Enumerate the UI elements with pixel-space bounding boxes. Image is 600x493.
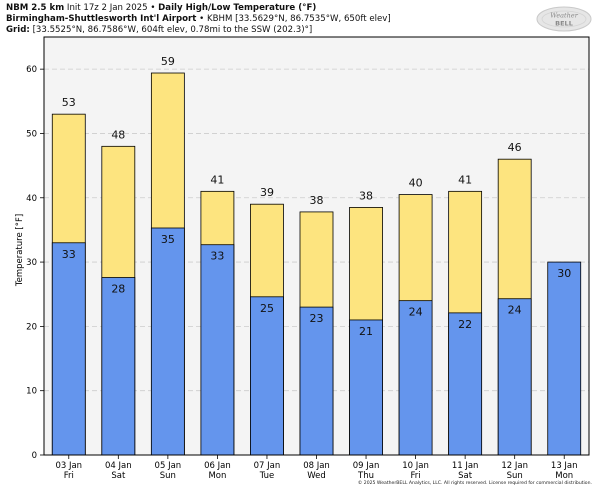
x-tick-day: Sun: [160, 471, 176, 481]
low-temp-bar: [101, 277, 136, 456]
grid-label: Grid:: [6, 25, 30, 35]
x-tick-date: 09 Jan: [353, 461, 380, 471]
low-temp-bar: [497, 298, 532, 456]
low-temp-label: 22: [458, 318, 472, 331]
x-tick-day: Fri: [411, 471, 421, 481]
low-temp-bar: [299, 306, 334, 456]
x-tick-date: 08 Jan: [303, 461, 330, 471]
x-tick-day: Tue: [259, 471, 275, 481]
high-temp-label: 40: [409, 177, 423, 190]
product-title: Daily High/Low Temperature (°F): [158, 3, 317, 13]
high-temp-label: 48: [111, 128, 125, 141]
station-name: Birmingham-Shuttlesworth Int'l Airport: [6, 14, 197, 24]
low-temp-label: 23: [310, 312, 324, 325]
logo-text-top: Weather: [550, 12, 579, 20]
low-temp-bar: [448, 312, 483, 456]
data-labels: 53 33 48 28 59 35 41 33 39 25 38 23 38 21 40 24 41 22 46 24…: [62, 55, 571, 338]
x-tick-date: 05 Jan: [155, 461, 182, 471]
y-tick-label: 50: [26, 129, 37, 139]
x-tick-day: Fri: [64, 471, 74, 481]
weatherbell-logo: Weather BELL: [536, 6, 592, 32]
y-axis-label: Temperature [°F]: [15, 214, 25, 287]
high-temp-label: 38: [359, 189, 373, 202]
station-info: KBHM [33.5629°N, 86.7535°W, 650ft elev]: [206, 14, 391, 24]
low-temp-bar: [398, 300, 433, 456]
chart-header-line1: NBM 2.5 km Init 17z 2 Jan 2025 • Daily H…: [6, 3, 316, 14]
x-tick-date: 04 Jan: [105, 461, 132, 471]
chart-header-line2: Birmingham-Shuttlesworth Int'l Airport •…: [6, 14, 391, 25]
x-tick-date: 03 Jan: [55, 461, 82, 471]
high-temp-label: 38: [310, 194, 324, 207]
high-temp-label: 53: [62, 96, 76, 109]
plot-frame: [43, 36, 590, 456]
low-temp-bar: [547, 261, 582, 456]
x-tick-date: 10 Jan: [402, 461, 429, 471]
low-temp-label: 25: [260, 302, 274, 315]
header-separator: •: [199, 14, 205, 24]
low-temp-label: 24: [508, 304, 522, 317]
y-tick-label: 40: [26, 194, 37, 204]
logo-text-bottom: BELL: [555, 20, 573, 28]
high-temp-label: 46: [508, 141, 522, 154]
x-tick-date: 11 Jan: [452, 461, 479, 471]
copyright-text: © 2025 WeatherBELL Analytics, LLC. All r…: [357, 481, 592, 486]
low-temp-label: 30: [557, 267, 571, 280]
low-temp-label: 33: [210, 250, 224, 263]
y-tick-label: 10: [26, 387, 37, 397]
chart-header-line3: Grid: [33.5525°N, 86.7586°W, 604ft elev,…: [6, 25, 312, 36]
low-temp-label: 28: [111, 283, 125, 296]
y-tick-label: 60: [26, 65, 37, 75]
x-tick-day: Thu: [357, 471, 374, 481]
x-tick-date: 07 Jan: [254, 461, 281, 471]
x-tick-day: Sat: [111, 471, 126, 481]
high-temp-label: 39: [260, 186, 274, 199]
x-tick-date: 12 Jan: [501, 461, 528, 471]
bars: [51, 72, 582, 456]
x-tick-date: 13 Jan: [551, 461, 578, 471]
low-temp-bar: [150, 227, 185, 456]
low-temp-label: 24: [409, 306, 423, 319]
init-time: Init 17z 2 Jan 2025: [66, 3, 148, 13]
low-temp-label: 33: [62, 248, 76, 261]
low-temp-label: 21: [359, 325, 373, 338]
y-tick-label: 30: [26, 258, 37, 268]
model-name: NBM 2.5 km: [6, 3, 65, 13]
high-temp-label: 41: [458, 173, 472, 186]
x-tick-day: Sun: [507, 471, 523, 481]
low-temp-bar: [349, 319, 383, 456]
y-tick-label: 20: [26, 322, 37, 332]
low-temp-label: 35: [161, 233, 175, 246]
x-tick-day: Wed: [307, 471, 326, 481]
low-temp-bar: [51, 242, 86, 456]
header-separator: •: [150, 3, 156, 13]
x-tick-day: Mon: [555, 471, 573, 481]
low-temp-bar: [200, 244, 235, 456]
x-tick-date: 06 Jan: [204, 461, 231, 471]
x-tick-day: Mon: [208, 471, 226, 481]
grid-info: [33.5525°N, 86.7586°W, 604ft elev, 0.78m…: [32, 25, 313, 35]
high-temp-label: 41: [210, 173, 224, 186]
low-temp-bar: [250, 296, 284, 456]
high-temp-label: 59: [161, 55, 175, 68]
x-tick-day: Sat: [458, 471, 473, 481]
y-tick-label: 0: [32, 451, 37, 461]
